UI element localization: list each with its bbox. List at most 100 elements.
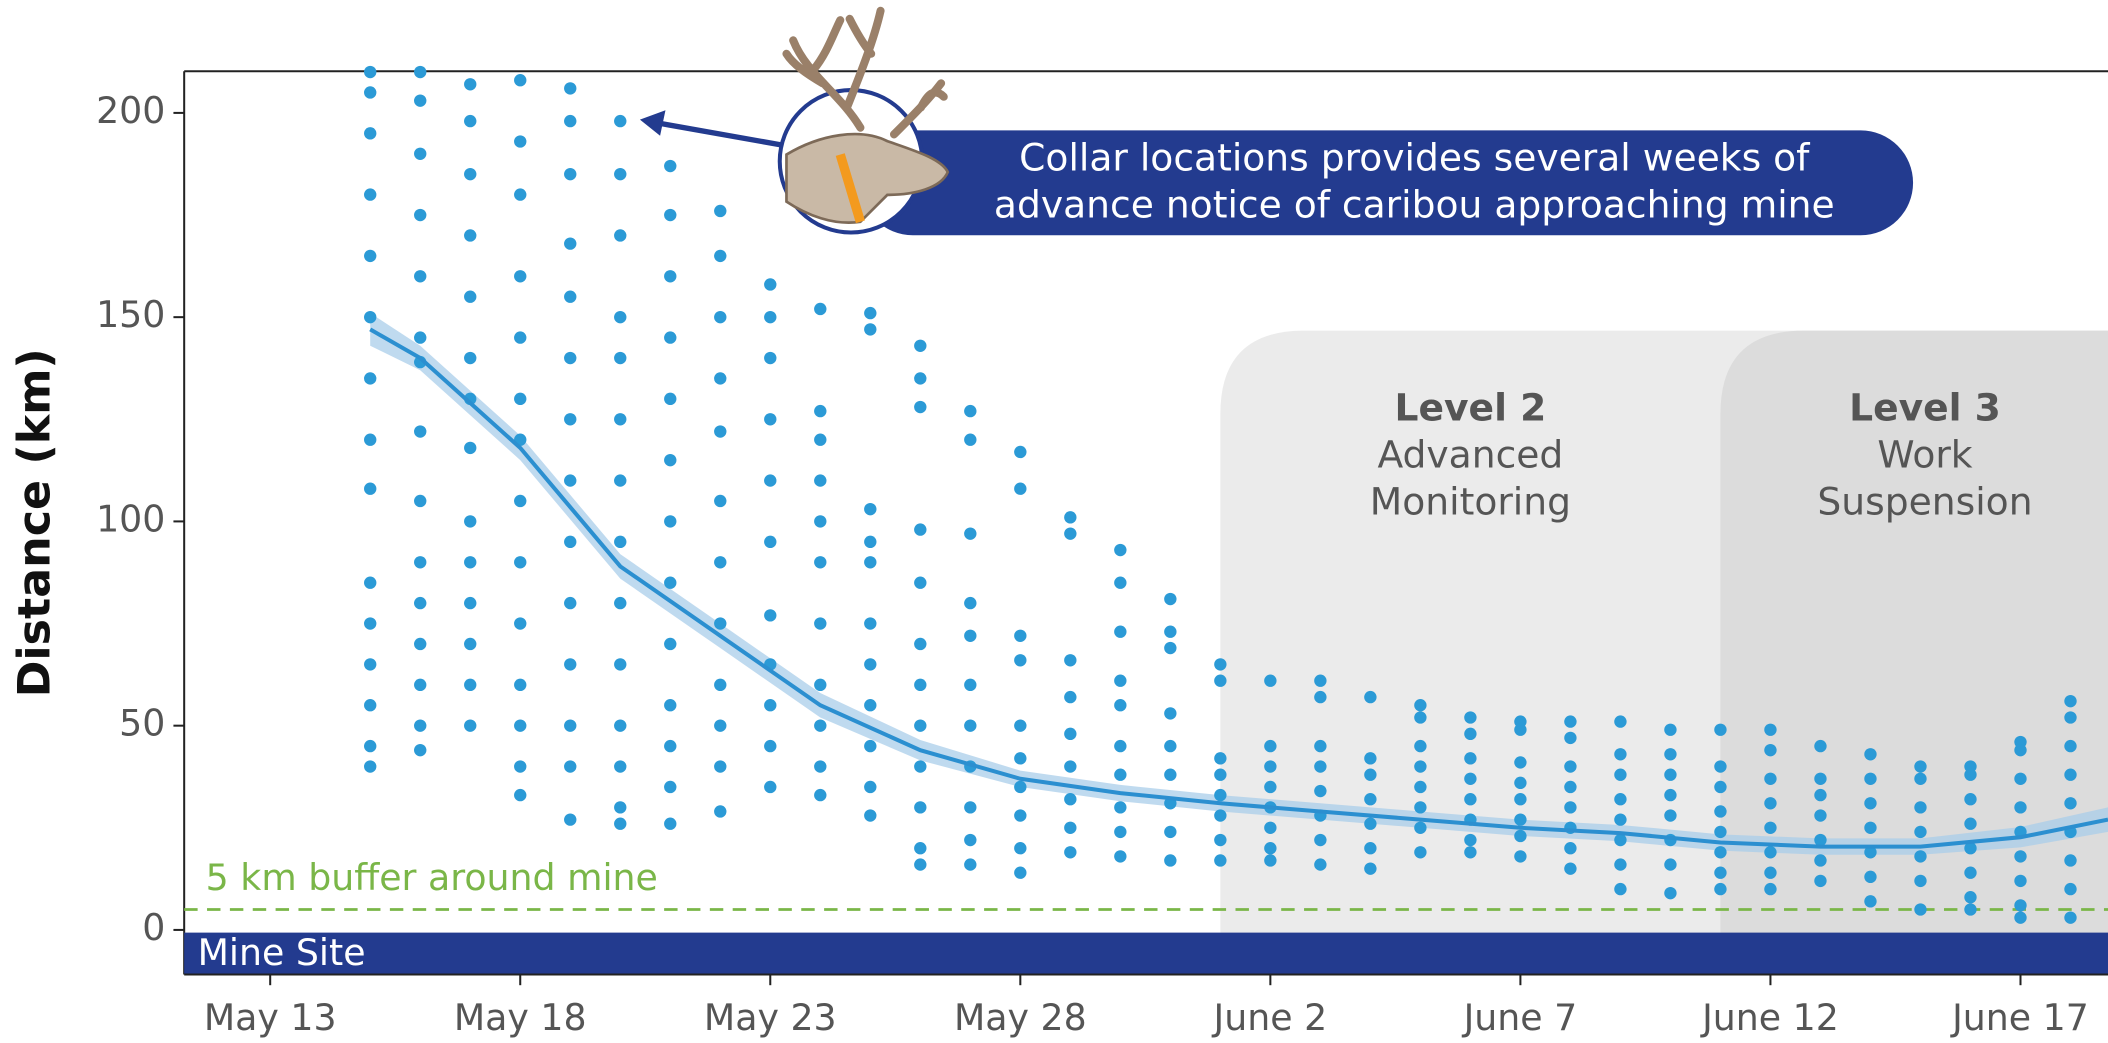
collar-point [1514, 830, 1526, 842]
collar-point [1064, 691, 1076, 703]
collar-point [714, 719, 726, 731]
collar-point [2064, 740, 2076, 752]
collar-point [1314, 675, 1326, 687]
collar-point [464, 556, 476, 568]
collar-point [1214, 834, 1226, 846]
collar-point [414, 556, 426, 568]
region-label: Suspension [1817, 480, 2032, 524]
collar-point [1214, 752, 1226, 764]
collar-point [364, 311, 376, 323]
collar-point [764, 781, 776, 793]
collar-point [364, 127, 376, 139]
collar-point [564, 115, 576, 127]
collar-point [1064, 511, 1076, 523]
collar-point [2014, 875, 2026, 887]
collar-point [564, 760, 576, 772]
collar-point [864, 781, 876, 793]
collar-point [1314, 858, 1326, 870]
collar-point [1764, 773, 1776, 785]
x-tick-label: May 28 [954, 996, 1087, 1039]
collar-point [2064, 883, 2076, 895]
collar-point [1364, 769, 1376, 781]
collar-point [1614, 715, 1626, 727]
collar-point [1164, 740, 1176, 752]
collar-point [964, 834, 976, 846]
collar-point [564, 168, 576, 180]
collar-point [514, 719, 526, 731]
collar-point [1614, 769, 1626, 781]
collar-point [1064, 760, 1076, 772]
collar-point [964, 679, 976, 691]
collar-point [1214, 769, 1226, 781]
x-tick-label: June 7 [1462, 996, 1578, 1039]
collar-point [1864, 871, 1876, 883]
collar-point [814, 303, 826, 315]
collar-point [564, 237, 576, 249]
collar-point [1664, 769, 1676, 781]
collar-point [1414, 699, 1426, 711]
collar-point [1664, 748, 1676, 760]
collar-point [1014, 719, 1026, 731]
collar-point [1914, 903, 1926, 915]
collar-point [764, 474, 776, 486]
collar-point [514, 393, 526, 405]
collar-point [1064, 728, 1076, 740]
collar-point [1164, 769, 1176, 781]
collar-point [714, 250, 726, 262]
collar-point [1114, 801, 1126, 813]
collar-point [614, 719, 626, 731]
collar-point [1114, 826, 1126, 838]
collar-point [2064, 854, 2076, 866]
collar-point [714, 617, 726, 629]
collar-point [1464, 728, 1476, 740]
collar-point [364, 66, 376, 78]
collar-point [1814, 854, 1826, 866]
collar-point [464, 115, 476, 127]
collar-point [1164, 854, 1176, 866]
collar-point [1014, 809, 1026, 821]
collar-point [714, 311, 726, 323]
collar-point [464, 515, 476, 527]
collar-point [864, 809, 876, 821]
collar-point [814, 474, 826, 486]
collar-point [714, 205, 726, 217]
collar-point [1214, 809, 1226, 821]
region-label: Monitoring [1370, 480, 1571, 524]
collar-point [1464, 752, 1476, 764]
collar-point [1364, 818, 1376, 830]
collar-point [414, 495, 426, 507]
collar-point [864, 536, 876, 548]
collar-point [914, 372, 926, 384]
collar-point [1764, 744, 1776, 756]
collar-point [1964, 793, 1976, 805]
collar-point [1214, 675, 1226, 687]
collar-point [1264, 740, 1276, 752]
collar-point [1064, 822, 1076, 834]
collar-point [964, 405, 976, 417]
x-tick-label: May 18 [454, 996, 587, 1039]
collar-point [564, 813, 576, 825]
collar-point [364, 434, 376, 446]
collar-point [1014, 752, 1026, 764]
collar-point [1814, 740, 1826, 752]
chart: Distance (km) Level 2AdvancedMonitoringL… [0, 0, 2108, 1043]
collar-point [564, 597, 576, 609]
collar-point [1414, 740, 1426, 752]
collar-point [964, 630, 976, 642]
collar-point [1664, 789, 1676, 801]
collar-point [914, 858, 926, 870]
collar-point [614, 311, 626, 323]
collar-point [1114, 740, 1126, 752]
collar-point [1714, 760, 1726, 772]
collar-point [514, 617, 526, 629]
collar-point [514, 331, 526, 343]
collar-point [864, 556, 876, 568]
collar-point [914, 801, 926, 813]
collar-point [964, 597, 976, 609]
collar-point [414, 719, 426, 731]
collar-point [914, 401, 926, 413]
collar-point [764, 311, 776, 323]
collar-point [814, 434, 826, 446]
collar-point [414, 94, 426, 106]
collar-point [664, 454, 676, 466]
